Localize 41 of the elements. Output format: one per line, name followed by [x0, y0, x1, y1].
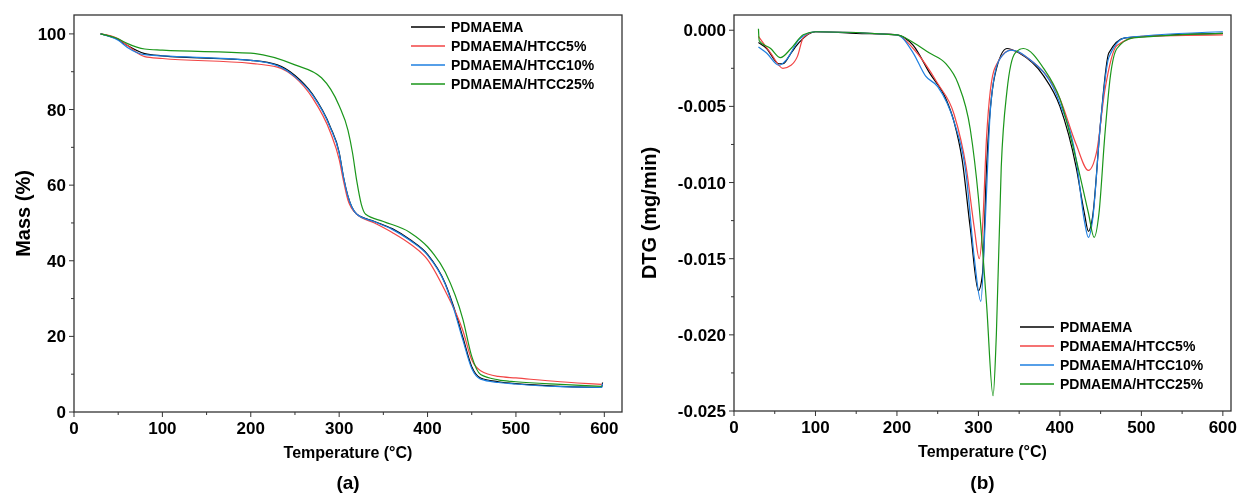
- x-axis-title: Temperature (°C): [918, 443, 1047, 460]
- y-tick-label: -0.010: [677, 173, 726, 193]
- text: (a): [336, 472, 360, 493]
- x-tick-label: 500: [1127, 418, 1156, 437]
- x-tick-label: 600: [1208, 418, 1238, 437]
- y-tick-label: -0.005: [677, 97, 726, 117]
- legend-label: PDMAEMA/HTCC5%: [1060, 338, 1196, 354]
- x-tick-label: 200: [236, 419, 265, 438]
- x-tick-label: 400: [1045, 418, 1075, 437]
- x-tick-label: 300: [964, 418, 993, 437]
- y-axis-title: DTG (mg/min): [638, 146, 660, 280]
- y-tick-label: 80: [47, 100, 66, 120]
- legend-label: PDMAEMA/HTCC25%: [1060, 376, 1204, 392]
- y-tick-label: 60: [47, 176, 66, 196]
- x-tick-label: 100: [801, 418, 830, 437]
- y-tick-label: 0: [56, 403, 66, 422]
- x-tick-label: 600: [590, 419, 619, 438]
- x-tick-label: 200: [882, 418, 912, 437]
- legend-label: PDMAEMA/HTCC10%: [451, 57, 595, 73]
- x-axis-title: Temperature (°C): [283, 444, 413, 461]
- y-tick-label: 40: [47, 251, 66, 271]
- y-tick-label: -0.015: [677, 249, 726, 269]
- y-axis-title: Mass (%): [12, 170, 34, 257]
- legend-label: PDMAEMA: [451, 19, 524, 35]
- legend-label: PDMAEMA/HTCC5%: [451, 38, 587, 54]
- x-tick-label: 100: [148, 419, 177, 438]
- legend-label: PDMAEMA/HTCC25%: [451, 76, 595, 92]
- y-tick-label: 100: [37, 24, 66, 44]
- y-tick-label: 0.000: [683, 21, 726, 41]
- x-tick-label: 0: [69, 419, 79, 438]
- legend-label: PDMAEMA/HTCC10%: [1060, 357, 1204, 373]
- y-tick-label: 20: [47, 327, 66, 347]
- legend-label: PDMAEMA: [1060, 319, 1133, 335]
- line-series: [757, 28, 1224, 397]
- x-tick-label: 300: [324, 419, 354, 438]
- x-tick-label: 400: [413, 419, 442, 438]
- x-tick-label: 0: [729, 418, 739, 437]
- y-tick-label: -0.020: [677, 325, 726, 345]
- x-tick-label: 500: [501, 419, 531, 438]
- text: (b): [970, 472, 995, 493]
- y-tick-label: -0.025: [677, 402, 726, 421]
